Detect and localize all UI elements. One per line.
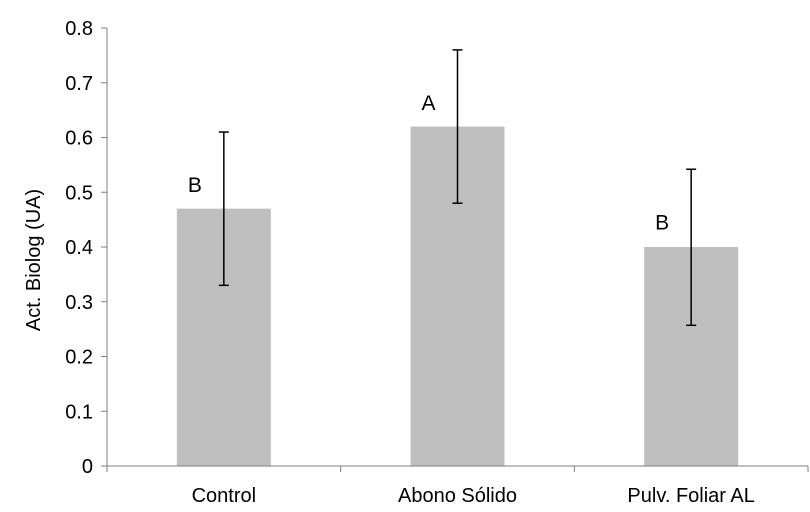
error-bars-group: [218, 49, 697, 327]
x-tick-label: Control: [192, 485, 256, 507]
x-tick-labels: Control Abono Sólido Pulv. Foliar AL: [192, 485, 755, 507]
y-tick-label: 0.5: [65, 182, 93, 204]
y-tick-label: 0.4: [65, 237, 93, 259]
significance-labels-group: B A B: [188, 92, 669, 234]
x-tick-label: Abono Sólido: [398, 485, 517, 507]
y-tick-label: 0.1: [65, 401, 93, 423]
significance-label: B: [655, 211, 669, 234]
significance-label: B: [188, 174, 202, 197]
significance-label: A: [421, 92, 435, 115]
axes-group: [101, 27, 809, 472]
y-tick-label: 0: [82, 456, 93, 478]
y-tick-label: 0.3: [65, 292, 93, 314]
y-tick-labels: 0 0.1 0.2 0.3 0.4 0.5 0.6 0.7 0.8: [65, 18, 93, 478]
x-tick-label: Pulv. Foliar AL: [627, 485, 754, 507]
y-tick-label: 0.8: [65, 18, 93, 40]
y-tick-label: 0.7: [65, 73, 93, 95]
y-tick-label: 0.6: [65, 128, 93, 150]
y-tick-label: 0.2: [65, 347, 93, 369]
y-axis-title: Act. Biolog (UA): [23, 189, 45, 331]
